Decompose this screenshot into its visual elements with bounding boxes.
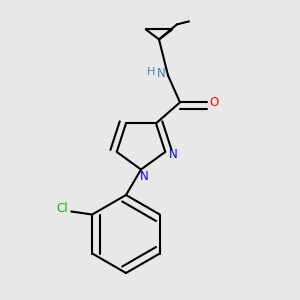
Text: N: N <box>157 68 166 80</box>
Text: N: N <box>168 148 177 161</box>
Text: O: O <box>210 96 219 109</box>
Text: N: N <box>140 170 148 184</box>
Text: H: H <box>147 68 156 77</box>
Text: Cl: Cl <box>56 202 68 215</box>
